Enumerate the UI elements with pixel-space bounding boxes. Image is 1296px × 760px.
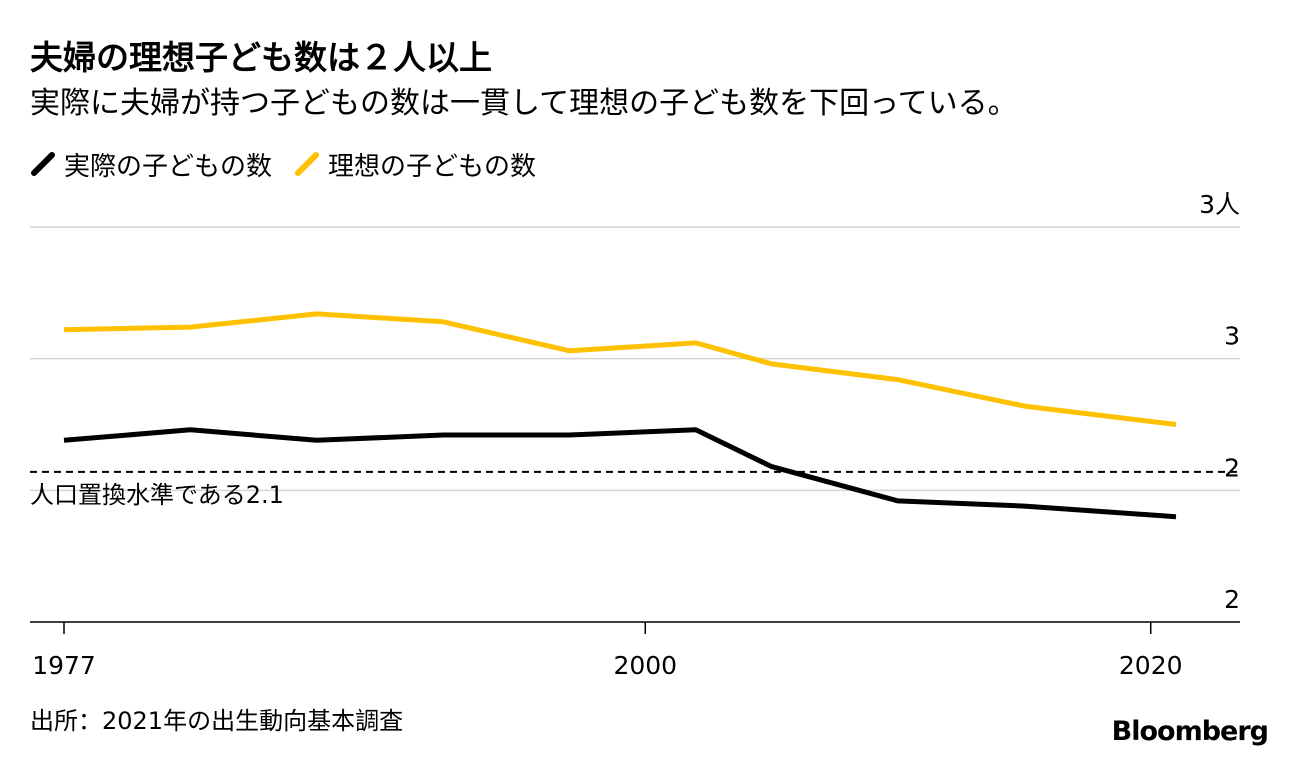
legend-swatch-actual-mark: [31, 152, 55, 176]
legend-swatch-ideal-mark: [295, 152, 320, 176]
y-tick-label-0: 3人: [1199, 190, 1240, 219]
bloomberg-logo: Bloomberg: [1111, 716, 1269, 747]
legend-swatch-ideal: [295, 152, 320, 176]
legend-item-ideal: 理想の子どもの数: [294, 146, 536, 183]
y-tick-label-1: 3: [1224, 322, 1240, 351]
legend-label-ideal: 理想の子どもの数: [328, 151, 537, 182]
chart-title: 夫婦の理想子ども数は２人以上: [30, 38, 492, 77]
x-tick-label-2020: 2020: [1119, 651, 1183, 680]
line-chart: 3人 3 2 2 1977 2000 2020 人口置換水準である2.1: [30, 190, 1240, 680]
x-tick-label-2000: 2000: [613, 651, 677, 680]
legend-label-actual: 実際の子どもの数: [64, 151, 273, 182]
legend-item-actual: 実際の子どもの数: [30, 146, 272, 183]
series-line-0: [63, 311, 1177, 427]
chart-subtitle: 実際に夫婦が持つ子どもの数は一貫して理想の子ども数を下回っている。: [30, 86, 1018, 121]
x-tick-label-1977: 1977: [32, 651, 96, 680]
source-note: 出所：2021年の出生動向基本調査: [30, 707, 404, 735]
series-line-1: [63, 427, 1177, 520]
chart-legend: 実際の子どもの数 理想の子どもの数: [30, 146, 558, 182]
reference-line-label: 人口置換水準である2.1: [30, 481, 284, 509]
y-tick-label-2: 2: [1224, 453, 1240, 482]
y-tick-label-3: 2: [1224, 585, 1240, 614]
legend-swatch-actual: [31, 152, 55, 176]
